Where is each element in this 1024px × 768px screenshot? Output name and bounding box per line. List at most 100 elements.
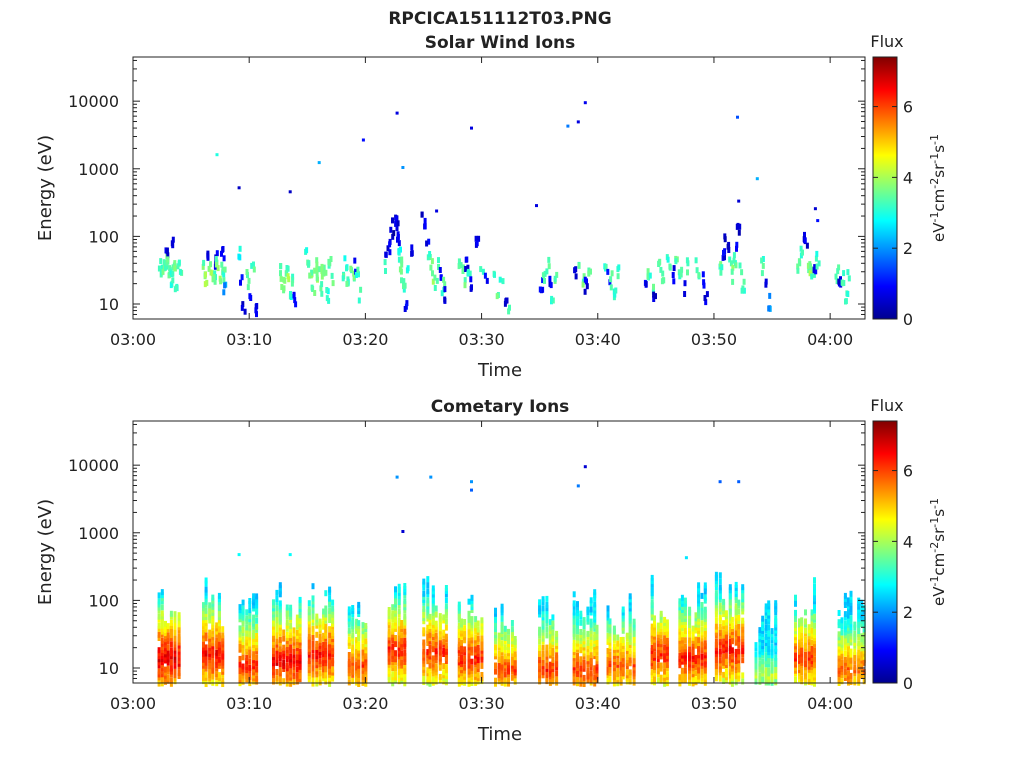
flux-cell: [758, 654, 762, 661]
flux-cell: [331, 611, 335, 618]
flux-cell: [616, 671, 620, 678]
flux-cell: [460, 676, 463, 683]
flux-cell: [217, 672, 221, 679]
flux-cell: [467, 656, 471, 663]
flux-cell: [307, 261, 310, 268]
flux-cell: [734, 658, 738, 664]
flux-cell: [734, 603, 738, 610]
flux-cell: [548, 649, 552, 656]
flux-cell: [160, 671, 164, 678]
flux-cell: [364, 668, 368, 675]
flux-cell: [767, 640, 771, 646]
flux-cell: [764, 640, 768, 646]
flux-cell: [653, 679, 656, 686]
flux-cell: [318, 639, 322, 646]
flux-cell: [548, 625, 552, 632]
flux-cell: [860, 669, 864, 676]
flux-cell: [406, 265, 410, 272]
flux-cell: [576, 658, 579, 665]
flux-cell: [722, 653, 726, 660]
flux-cell: [315, 640, 319, 647]
flux-cell: [691, 665, 695, 672]
flux-cell: [400, 635, 404, 642]
flux-cell: [683, 628, 687, 634]
flux-cell: [351, 650, 355, 657]
flux-cell: [800, 675, 804, 682]
flux-cell: [431, 591, 435, 598]
flux-cell: [331, 669, 335, 676]
flux-cell: [169, 282, 173, 289]
flux-cell: [272, 608, 275, 615]
flux-cell: [853, 621, 857, 628]
flux-cell: [434, 663, 438, 670]
flux-point: [395, 475, 399, 479]
flux-cell: [164, 636, 167, 643]
flux-point: [737, 480, 741, 484]
flux-cell: [722, 638, 726, 645]
flux-cell: [211, 658, 215, 665]
flux-cell: [654, 293, 657, 300]
flux-cell: [480, 644, 484, 651]
flux-cell: [576, 637, 579, 644]
flux-cell: [324, 626, 328, 633]
flux-cell: [327, 258, 331, 265]
flux-cell: [318, 624, 322, 631]
flux-cell: [541, 638, 545, 645]
flux-cell: [318, 618, 322, 625]
flux-cell: [574, 266, 578, 273]
flux-cell: [593, 622, 597, 629]
flux-cell: [285, 680, 289, 687]
flux-cell: [545, 620, 549, 627]
flux-cell: [697, 603, 701, 610]
flux-cell: [728, 584, 732, 591]
flux-cell: [705, 291, 709, 298]
flux-cell: [394, 625, 397, 632]
flux-cell: [541, 596, 545, 603]
flux-cell: [212, 274, 216, 281]
flux-cell: [396, 236, 399, 243]
flux-cell: [434, 669, 438, 676]
flux-cell: [507, 662, 510, 669]
flux-cell: [770, 634, 774, 641]
flux-cell: [857, 649, 861, 656]
flux-cell: [255, 602, 259, 609]
flux-cell: [538, 626, 542, 633]
flux-cell: [252, 675, 256, 682]
flux-cell: [794, 676, 797, 683]
flux-cell: [625, 657, 629, 664]
flux-cell: [722, 598, 726, 605]
flux-cell: [761, 658, 765, 665]
flux-cell: [728, 678, 732, 685]
flux-cell: [843, 620, 847, 627]
flux-cell: [351, 626, 355, 633]
flux-cell: [813, 674, 816, 681]
flux-cell: [467, 635, 471, 642]
flux-cell: [308, 272, 312, 279]
flux-cell: [322, 270, 326, 277]
flux-cell: [541, 660, 545, 667]
flux-cell: [548, 619, 552, 626]
flux-cell: [298, 612, 302, 619]
flux-cell: [209, 261, 212, 268]
flux-cell: [697, 652, 701, 659]
flux-cell: [351, 617, 355, 624]
y-axis-label: Energy (eV): [35, 135, 56, 241]
flux-cell: [582, 659, 586, 666]
flux-cell: [397, 617, 401, 624]
flux-cell: [463, 637, 467, 644]
flux-cell: [714, 669, 718, 676]
flux-cell: [160, 659, 164, 666]
flux-cell: [587, 267, 591, 274]
flux-cell: [275, 608, 279, 615]
flux-cell: [683, 600, 687, 607]
flux-cell: [774, 654, 778, 661]
flux-cell: [494, 644, 497, 651]
flux-cell: [579, 619, 583, 626]
flux-cell: [426, 649, 430, 656]
flux-cell: [545, 268, 549, 275]
flux-cell: [586, 606, 590, 613]
flux-cell: [728, 660, 732, 667]
flux-cell: [324, 648, 328, 655]
flux-cell: [431, 640, 435, 647]
